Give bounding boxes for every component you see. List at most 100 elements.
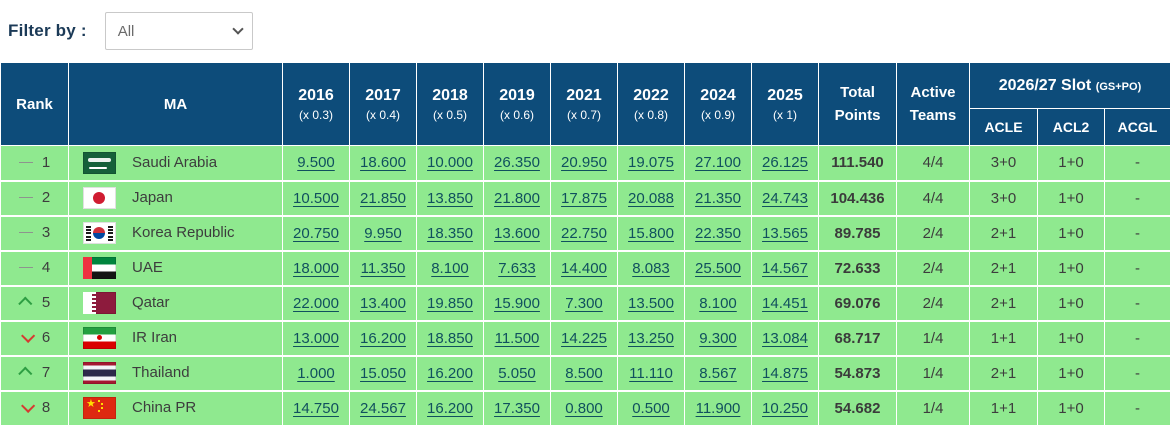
score-link[interactable]: 14.750: [293, 399, 339, 417]
country-name: Japan: [132, 188, 173, 206]
score-link[interactable]: 11.900: [695, 399, 741, 417]
score-link[interactable]: 17.875: [561, 189, 607, 207]
score-link[interactable]: 0.500: [632, 399, 670, 417]
score-link[interactable]: 26.125: [762, 154, 808, 172]
score-link[interactable]: 18.000: [293, 259, 339, 277]
score-link[interactable]: 14.400: [561, 259, 607, 277]
slot-acgl: -: [1103, 285, 1170, 322]
slot-acgl: -: [1103, 215, 1170, 252]
score-link[interactable]: 20.750: [293, 224, 339, 242]
score-link[interactable]: 21.800: [494, 189, 540, 207]
col-header-slot: 2026/27 Slot (GS+PO): [968, 62, 1170, 109]
col-header-acl2: ACL2: [1037, 108, 1105, 146]
score-link[interactable]: 10.250: [762, 399, 808, 417]
filter-select[interactable]: All: [104, 12, 253, 50]
slot-acl2: 1+0: [1037, 320, 1105, 357]
score-link[interactable]: 18.350: [427, 224, 473, 242]
active-teams: 4/4: [896, 145, 970, 182]
ma-cell: Japan: [68, 180, 283, 217]
score-link[interactable]: 14.567: [762, 259, 808, 277]
score-link[interactable]: 16.200: [427, 399, 473, 417]
active-teams: 2/4: [896, 215, 970, 252]
score-link[interactable]: 15.050: [360, 364, 406, 382]
score-link[interactable]: 8.500: [565, 364, 603, 382]
score-link[interactable]: 13.000: [293, 329, 339, 347]
trend-icon: [18, 155, 34, 172]
score-link[interactable]: 13.850: [427, 189, 473, 207]
score-link[interactable]: 14.451: [762, 294, 808, 312]
score-link[interactable]: 8.567: [699, 364, 737, 382]
table-row: 8 China PR 14.750 24.567 16.200 17.350 0…: [0, 390, 1170, 425]
score-link[interactable]: 11.350: [360, 259, 406, 277]
score-link[interactable]: 22.350: [695, 224, 741, 242]
score-link[interactable]: 19.850: [427, 294, 473, 312]
rank-cell: 6: [0, 320, 69, 357]
score-link[interactable]: 11.500: [494, 329, 540, 347]
score-link[interactable]: 1.000: [297, 364, 335, 382]
table-row: 2 Japan 10.500 21.850 13.850 21.800 17.8…: [0, 180, 1170, 217]
score-link[interactable]: 22.000: [293, 294, 339, 312]
score-link[interactable]: 10.500: [293, 189, 339, 207]
ma-cell: Korea Republic: [68, 215, 283, 252]
country-name: Thailand: [132, 363, 190, 381]
slot-acl2: 1+0: [1037, 215, 1105, 252]
score-link[interactable]: 9.950: [364, 224, 402, 242]
score-link[interactable]: 13.500: [628, 294, 674, 312]
slot-acgl: -: [1103, 250, 1170, 287]
score-link[interactable]: 26.350: [494, 154, 540, 172]
score-link[interactable]: 16.200: [360, 329, 406, 347]
score-link[interactable]: 21.350: [695, 189, 741, 207]
slot-acle: 2+1: [969, 215, 1038, 252]
score-link[interactable]: 15.800: [628, 224, 674, 242]
score-link[interactable]: 13.084: [762, 329, 808, 347]
chevron-down-icon: [232, 23, 244, 35]
col-header-acle: ACLE: [969, 108, 1038, 146]
score-link[interactable]: 8.083: [632, 259, 670, 277]
country-flag-icon: [83, 151, 116, 174]
score-link[interactable]: 8.100: [431, 259, 469, 277]
score-link[interactable]: 24.743: [762, 189, 808, 207]
score-link[interactable]: 13.250: [628, 329, 674, 347]
score-link[interactable]: 22.750: [561, 224, 607, 242]
score-link[interactable]: 15.900: [494, 294, 540, 312]
score-link[interactable]: 9.500: [297, 154, 335, 172]
score-link[interactable]: 27.100: [695, 154, 741, 172]
score-link[interactable]: 13.600: [494, 224, 540, 242]
rank-cell: 5: [0, 285, 69, 322]
country-flag-icon: [83, 187, 116, 209]
active-teams: 1/4: [896, 320, 970, 357]
score-link[interactable]: 20.950: [561, 154, 607, 172]
score-link[interactable]: 7.300: [565, 294, 603, 312]
score-link[interactable]: 18.850: [427, 329, 473, 347]
slot-acgl: -: [1103, 320, 1170, 357]
col-header-2017: 2017 (x 0.4): [349, 62, 417, 146]
score-link[interactable]: 20.088: [628, 189, 674, 207]
score-link[interactable]: 8.100: [699, 294, 737, 312]
score-link[interactable]: 24.567: [360, 399, 406, 417]
table-row: 1 Saudi Arabia 9.500 18.600 10.000 26.35…: [0, 145, 1170, 182]
score-link[interactable]: 0.800: [565, 399, 603, 417]
score-link[interactable]: 14.875: [762, 364, 808, 382]
country-name: IR Iran: [132, 328, 178, 346]
score-link[interactable]: 21.850: [360, 189, 406, 207]
score-link[interactable]: 11.110: [629, 364, 673, 382]
score-link[interactable]: 19.075: [628, 154, 674, 172]
ma-cell: Thailand: [68, 355, 283, 392]
slot-acle: 2+1: [969, 355, 1038, 392]
col-header-acgl: ACGL: [1103, 108, 1170, 146]
score-link[interactable]: 10.000: [427, 154, 473, 172]
slot-acgl: -: [1103, 390, 1170, 425]
score-link[interactable]: 13.400: [360, 294, 406, 312]
score-link[interactable]: 7.633: [498, 259, 536, 277]
total-points: 72.633: [818, 250, 897, 287]
score-link[interactable]: 13.565: [762, 224, 808, 242]
score-link[interactable]: 25.500: [695, 259, 741, 277]
score-link[interactable]: 5.050: [498, 364, 536, 382]
score-link[interactable]: 18.600: [360, 154, 406, 172]
score-link[interactable]: 16.200: [427, 364, 473, 382]
score-link[interactable]: 17.350: [494, 399, 540, 417]
score-link[interactable]: 9.300: [699, 329, 737, 347]
total-points: 111.540: [818, 145, 897, 182]
score-link[interactable]: 14.225: [561, 329, 607, 347]
rank-value: 8: [41, 399, 51, 417]
